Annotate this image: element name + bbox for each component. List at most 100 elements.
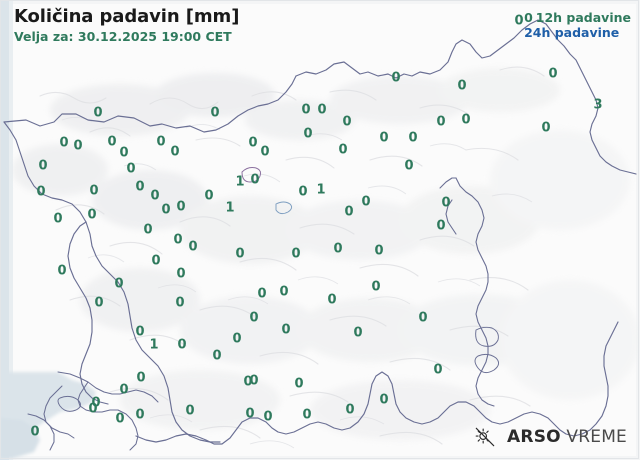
- station-value[interactable]: 0: [433, 362, 443, 378]
- station-value[interactable]: 0: [38, 158, 48, 174]
- station-value[interactable]: 0: [302, 407, 312, 423]
- station-value[interactable]: 0: [212, 348, 222, 364]
- station-value[interactable]: 0: [114, 276, 124, 292]
- station-value[interactable]: 0: [119, 145, 129, 161]
- station-value[interactable]: 0: [243, 374, 253, 390]
- station-value[interactable]: 1: [235, 174, 245, 190]
- station-value[interactable]: 0: [374, 243, 384, 259]
- station-value[interactable]: 0: [379, 130, 389, 146]
- station-value[interactable]: 0: [94, 295, 104, 311]
- station-value[interactable]: 0: [173, 232, 183, 248]
- station-value[interactable]: 0: [89, 183, 99, 199]
- station-value[interactable]: 0: [249, 310, 259, 326]
- sun-cloud-icon: [475, 427, 495, 447]
- station-value[interactable]: 0: [135, 179, 145, 195]
- station-value[interactable]: 0: [301, 102, 311, 118]
- station-value[interactable]: 1: [316, 182, 326, 198]
- station-value[interactable]: 0: [408, 130, 418, 146]
- station-value[interactable]: 0: [379, 392, 389, 408]
- station-value[interactable]: 0: [30, 424, 40, 440]
- station-value[interactable]: 0: [291, 246, 301, 262]
- station-value[interactable]: 0: [59, 135, 69, 151]
- station-value[interactable]: 0: [317, 102, 327, 118]
- station-value[interactable]: 0: [303, 126, 313, 142]
- station-value[interactable]: 0: [250, 172, 260, 188]
- station-value[interactable]: 0: [91, 395, 101, 411]
- station-value[interactable]: 0: [176, 199, 186, 215]
- station-value[interactable]: 0: [119, 382, 129, 398]
- station-value[interactable]: 0: [36, 184, 46, 200]
- station-value[interactable]: 0: [294, 376, 304, 392]
- station-value[interactable]: 1: [225, 200, 235, 216]
- station-value[interactable]: 0: [344, 204, 354, 220]
- station-value[interactable]: 0: [143, 222, 153, 238]
- station-value[interactable]: 0: [436, 114, 446, 130]
- station-value[interactable]: 0: [135, 324, 145, 340]
- arso-vreme-logo[interactable]: ARSO VREME: [474, 426, 627, 448]
- station-value[interactable]: 0: [260, 144, 270, 160]
- station-value[interactable]: 0: [298, 184, 308, 200]
- station-value[interactable]: 0: [135, 407, 145, 423]
- station-value[interactable]: 0: [461, 112, 471, 128]
- station-value[interactable]: 0: [391, 70, 401, 86]
- station-value[interactable]: 0: [257, 286, 267, 302]
- station-value[interactable]: 0: [371, 279, 381, 295]
- station-value[interactable]: 0: [232, 331, 242, 347]
- station-value[interactable]: 0: [204, 188, 214, 204]
- station-value[interactable]: 0: [176, 266, 186, 282]
- station-value[interactable]: 0: [126, 161, 136, 177]
- logo-bold: ARSO: [507, 427, 561, 447]
- legend: 0 12h padavine 24h padavine: [524, 10, 631, 40]
- station-value[interactable]: 0: [185, 403, 195, 419]
- station-value[interactable]: 0: [281, 322, 291, 338]
- station-value[interactable]: 0: [327, 292, 337, 308]
- station-value[interactable]: 0: [248, 135, 258, 151]
- station-value[interactable]: 0: [93, 105, 103, 121]
- station-value[interactable]: 0: [175, 295, 185, 311]
- station-value[interactable]: 0: [161, 202, 171, 218]
- station-value[interactable]: 0: [436, 218, 446, 234]
- station-value[interactable]: 0: [170, 144, 180, 160]
- station-value[interactable]: 0: [57, 263, 67, 279]
- logo-light: VREME: [566, 427, 627, 447]
- legend-item-12h[interactable]: 0 12h padavine: [524, 10, 631, 25]
- station-value[interactable]: 0: [245, 406, 255, 422]
- station-value[interactable]: 0: [548, 66, 558, 82]
- station-value[interactable]: 0: [53, 211, 63, 227]
- station-value[interactable]: 3: [593, 97, 603, 113]
- station-value[interactable]: 0: [107, 134, 117, 150]
- legend-label-12h: 12h padavine: [535, 10, 631, 25]
- station-value[interactable]: 0: [156, 134, 166, 150]
- station-value[interactable]: 0: [73, 138, 83, 154]
- station-value[interactable]: 1: [149, 337, 159, 353]
- station-value[interactable]: 0: [541, 120, 551, 136]
- station-value[interactable]: 0: [177, 337, 187, 353]
- station-value[interactable]: 0: [150, 188, 160, 204]
- station-value[interactable]: 0: [345, 402, 355, 418]
- station-value[interactable]: 0: [151, 253, 161, 269]
- logo-text: ARSO VREME: [507, 427, 627, 447]
- station-value[interactable]: 0: [441, 195, 451, 211]
- legend-item-24h[interactable]: 24h padavine: [524, 25, 631, 40]
- station-value[interactable]: 0: [333, 241, 343, 257]
- station-value[interactable]: 0: [87, 207, 97, 223]
- station-value[interactable]: 0: [404, 158, 414, 174]
- station-value[interactable]: 0: [457, 78, 467, 94]
- station-value[interactable]: 0: [115, 411, 125, 427]
- station-value[interactable]: 0: [249, 373, 259, 389]
- station-value[interactable]: 0: [353, 325, 363, 341]
- station-value[interactable]: 0: [235, 246, 245, 262]
- station-value[interactable]: 0: [342, 114, 352, 130]
- station-value[interactable]: 0: [279, 284, 289, 300]
- station-value[interactable]: 0: [88, 401, 98, 417]
- station-value[interactable]: 0: [361, 194, 371, 210]
- station-value[interactable]: 0: [338, 142, 348, 158]
- station-value[interactable]: 0: [418, 310, 428, 326]
- station-value[interactable]: 0: [188, 239, 198, 255]
- station-value[interactable]: 0: [263, 409, 273, 425]
- station-value[interactable]: 0: [210, 105, 220, 121]
- station-value[interactable]: 0: [136, 370, 146, 386]
- station-value[interactable]: 0: [514, 13, 524, 29]
